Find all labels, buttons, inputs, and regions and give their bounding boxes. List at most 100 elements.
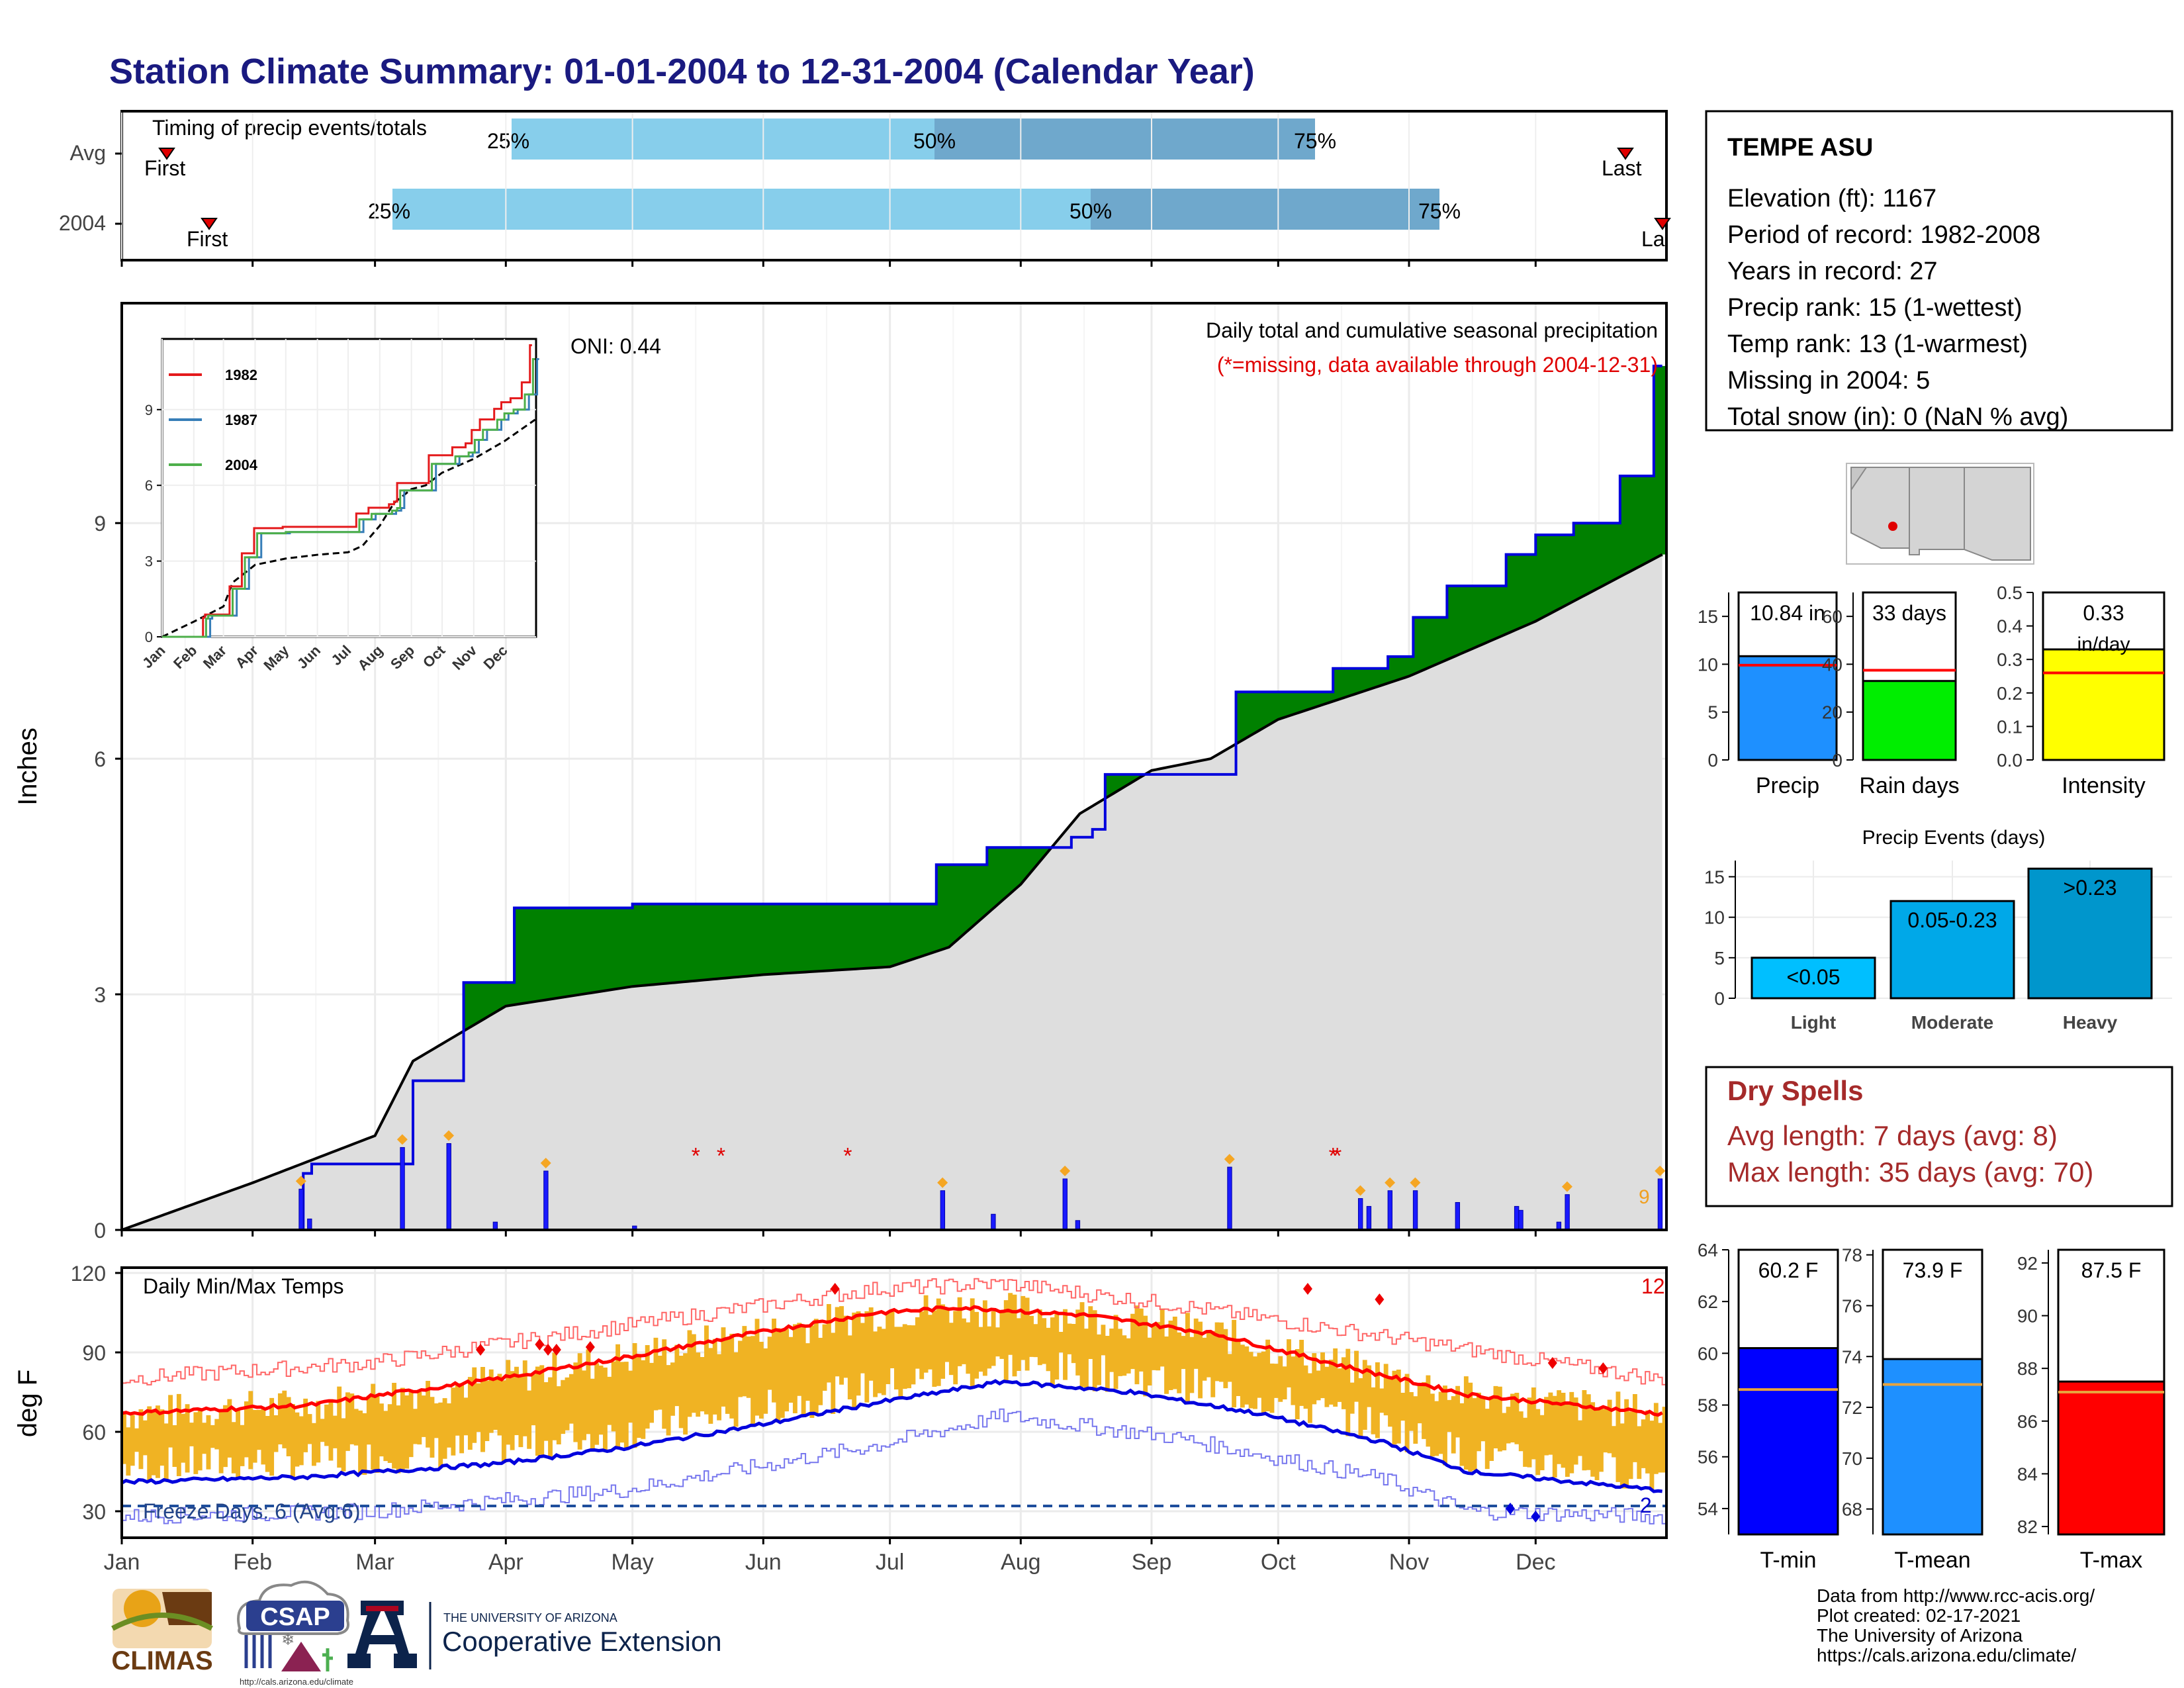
- climas-swoosh-shape: [111, 1613, 213, 1631]
- footer: CLIMAS CSAP ❄ http://cals.arizona.edu/cl…: [111, 1580, 2095, 1687]
- daily-precip-bar: [400, 1147, 405, 1231]
- university-arizona-logo: THE UNIVERSITY OF ARIZONA Cooperative Ex…: [347, 1601, 722, 1669]
- station-line: Precip rank: 15 (1-wettest): [1727, 294, 2023, 322]
- station-name: TEMPE ASU: [1727, 134, 1873, 162]
- heavy-event-marker: [1355, 1185, 1366, 1196]
- precip-average-area: [122, 554, 1662, 1230]
- bar-x-label: Precip: [1756, 773, 1819, 798]
- record-high-marker: [543, 1344, 553, 1356]
- precip-observed-line: [122, 364, 1662, 1231]
- events-y-tick-label: 15: [1704, 867, 1725, 887]
- timing-bar-q50-q75: [934, 118, 1315, 160]
- events-bar-label: >0.23: [2064, 876, 2117, 900]
- bar-x-label: Intensity: [2062, 773, 2146, 798]
- bar-y-tick-label: 84: [2017, 1464, 2038, 1484]
- record-high-marker: [476, 1344, 486, 1356]
- timing-avg-first: First: [144, 156, 185, 180]
- precip-missing-note: (*=missing, data available through 2004-…: [1217, 353, 1658, 377]
- heavy-event-marker: [937, 1177, 948, 1188]
- inset-y-tick-label: 6: [145, 477, 153, 494]
- bar-y-tick-label: 20: [1822, 702, 1843, 723]
- daily-precip-bar: [298, 1188, 304, 1231]
- daily-precip-bar: [1357, 1198, 1363, 1231]
- csap-logo: CSAP ❄ http://cals.arizona.edu/climate: [237, 1580, 353, 1687]
- month-label: Dec: [1516, 1550, 1555, 1575]
- events-category-label: Moderate: [1911, 1012, 1993, 1033]
- tmin-bar: 54 56 58 60 62 64 60.2 F T-min: [1698, 1240, 1839, 1573]
- month-label: May: [612, 1550, 654, 1575]
- precip-y-axis: 0 3 6 9: [94, 512, 1537, 1243]
- heavy-event-marker: [1655, 1165, 1666, 1176]
- station-location-marker: [1888, 522, 1897, 531]
- freeze-marker: [1506, 1503, 1516, 1515]
- precip-y-tick-label: 0: [94, 1219, 106, 1243]
- bar-y-tick-label: 86: [2017, 1411, 2038, 1432]
- daily-precip-bar: [1366, 1205, 1372, 1231]
- cactus-icon: [322, 1648, 333, 1671]
- temp-y-tick-label: 60: [82, 1421, 106, 1444]
- bar-y-tick-label: 0: [1707, 750, 1718, 771]
- daily-precip-bar: [1062, 1178, 1068, 1231]
- record-high-marker: [1598, 1362, 1608, 1374]
- inset-y-tick-label: 3: [145, 553, 153, 570]
- dry-spells-avg: Avg length: 7 days (avg: 8): [1727, 1120, 2058, 1151]
- record-high-marker: [830, 1283, 840, 1295]
- daily-temp-range-bars: [122, 1293, 1667, 1491]
- precip-corner-number: 9: [1639, 1186, 1650, 1208]
- daily-precip-bar: [543, 1170, 549, 1231]
- inset-legend-label: 1982: [225, 367, 257, 383]
- bar-value: [1737, 655, 1838, 761]
- temp-x-axis: Jan Feb Mar Apr May Jun Jul Aug Sep Oct Nov Dec: [104, 1538, 1556, 1575]
- station-line: Period of record: 1982-2008: [1727, 221, 2040, 249]
- snowflake-icon: ❄: [281, 1631, 295, 1649]
- daily-precip-bar: [1412, 1190, 1418, 1231]
- precip-events-chart: Precip Events (days) 0 5 10 15 <0.05 Light 0.0…: [1704, 827, 2172, 1033]
- missing-data-marker: *: [692, 1143, 700, 1168]
- bar-value-label: 33 days: [1872, 601, 1946, 625]
- timing-pct-label: 75%: [1418, 199, 1461, 223]
- events-category-label: Light: [1791, 1012, 1836, 1033]
- inset-series-line: [162, 358, 535, 638]
- record-high-marker: [1547, 1357, 1557, 1369]
- bar-y-tick-label: 82: [2017, 1517, 2038, 1537]
- climas-logo-text: CLIMAS: [111, 1646, 212, 1675]
- ua-big-text: Cooperative Extension: [442, 1626, 722, 1657]
- bar-y-tick-label: 0.2: [1997, 683, 2023, 704]
- temp-corner-top: 12: [1641, 1274, 1665, 1298]
- mountain-icon: [281, 1642, 321, 1671]
- station-line: Missing in 2004: 5: [1727, 367, 1930, 395]
- timing-bars: 25% 50% 75% 25% 50% 75%: [115, 113, 1671, 267]
- daily-precip-bar: [1518, 1209, 1524, 1231]
- month-label: Jul: [876, 1550, 904, 1575]
- bar-y-tick-label: 76: [1842, 1295, 1862, 1316]
- bar-x-label: Rain days: [1859, 773, 1959, 798]
- first-event-marker: [201, 218, 218, 230]
- csap-url: http://cals.arizona.edu/climate: [240, 1677, 353, 1687]
- timing-bar-q25-q50: [512, 118, 934, 160]
- timing-pct-label: 25%: [487, 129, 529, 153]
- inset-series-line: [162, 344, 532, 638]
- credit-line: Plot created: 02-17-2021: [1817, 1605, 2021, 1626]
- record-min-line: [122, 1408, 1666, 1524]
- temp-y-tick-label: 90: [82, 1341, 106, 1365]
- inset-frame: [161, 338, 537, 638]
- events-title: Precip Events (days): [1862, 827, 2046, 849]
- month-label: Sep: [1132, 1550, 1172, 1575]
- inset-y-tick-label: 9: [145, 402, 153, 418]
- temp-content: [120, 1278, 1667, 1524]
- bar-y-tick-label: 90: [2017, 1306, 2038, 1327]
- dry-spells-box: Dry Spells Avg length: 7 days (avg: 8) M…: [1705, 1066, 2173, 1207]
- precip-frame: [120, 302, 1668, 1231]
- bar-y-tick-label: 68: [1842, 1499, 1862, 1520]
- timing-pct-label: 50%: [913, 129, 956, 153]
- precip-total-bar: 0 5 10 15 10.84 in Precip: [1698, 591, 1838, 798]
- climas-logo: CLIMAS: [111, 1589, 213, 1675]
- heavy-event-marker: [1561, 1181, 1572, 1192]
- intensity-bar: 0.0 0.1 0.2 0.3 0.4 0.5 0.33 in/day Intensity: [1997, 583, 2165, 798]
- bar-unit-label: in/day: [2077, 633, 2130, 655]
- daily-precip-bar: [1565, 1194, 1570, 1231]
- temp-y-tick-label: 120: [71, 1262, 106, 1286]
- rain-lines-shape: [244, 1635, 272, 1668]
- ua-a-counter-shape: [371, 1607, 394, 1635]
